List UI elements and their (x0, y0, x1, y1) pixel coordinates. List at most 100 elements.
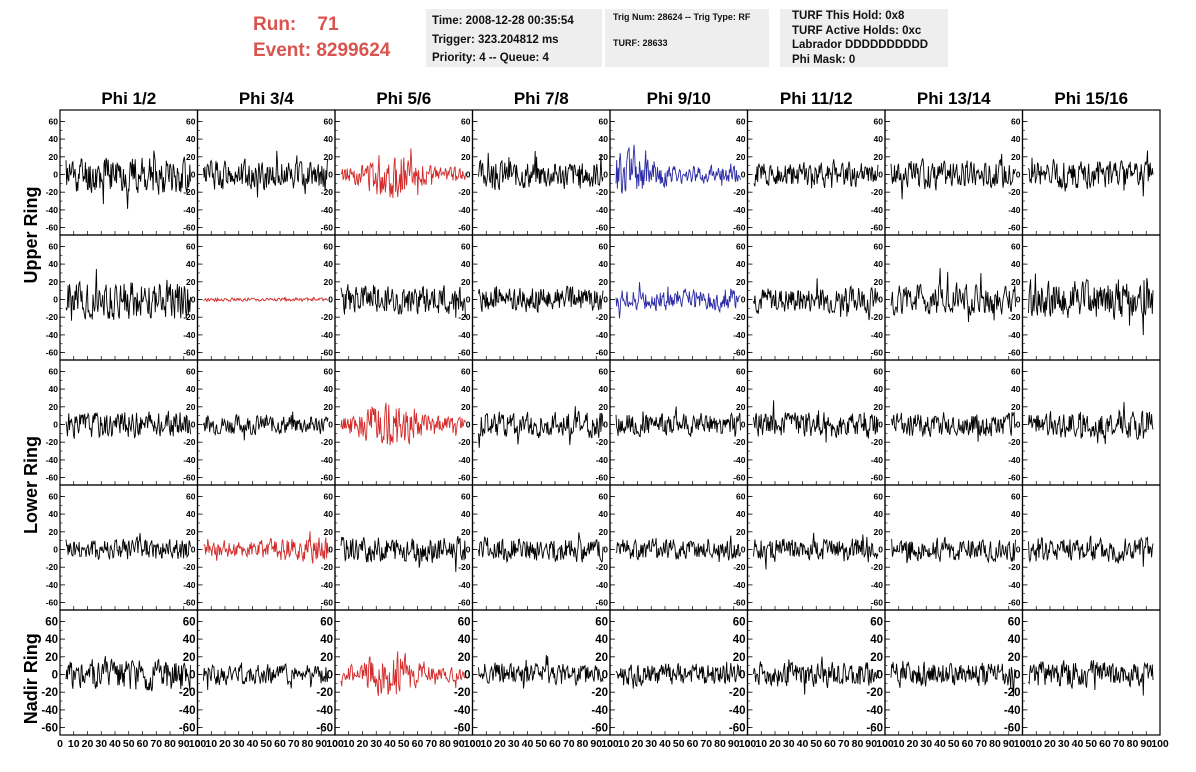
y-tick-label: 40 (324, 509, 334, 519)
y-tick-label: 20 (49, 152, 59, 162)
y-tick-label: -60 (46, 223, 59, 233)
waveform-panel-r3-c7: 60 40 20 0 -20 -40 -60 (871, 359, 1024, 486)
y-tick-label: -60 (596, 348, 609, 358)
y-tick-label: 20 (595, 652, 608, 664)
y-tick-label: 60 (599, 241, 609, 251)
y-tick-label: -40 (454, 705, 471, 717)
x-tick-label: 30 (95, 738, 107, 750)
y-tick-label: 0 (1016, 294, 1021, 304)
waveform-trace (753, 400, 879, 443)
column-header-3: Phi 5/6 (376, 89, 431, 108)
event-label: Event: (253, 40, 312, 61)
y-tick-label: 40 (186, 509, 196, 519)
y-tick-label: -60 (183, 473, 196, 483)
x-tick-label: 80 (302, 738, 314, 750)
x-tick-label: 70 (975, 738, 987, 750)
y-tick-label: 0 (328, 419, 333, 429)
y-tick-label: 20 (324, 152, 334, 162)
turf-info-box: TURF This Hold: 0x8 TURF Active Holds: 0… (780, 9, 948, 67)
y-tick-label: 40 (733, 634, 746, 646)
waveform-trace (1028, 150, 1154, 197)
panel-frame (884, 609, 1024, 736)
y-tick-label: 20 (874, 402, 884, 412)
waveform-panel-r3-c3: 60 40 20 0 -20 -40 -60 (321, 359, 474, 486)
y-tick-label: 40 (186, 259, 196, 269)
y-tick-label: 0 (191, 419, 196, 429)
x-tick-label: 100 (1014, 738, 1032, 750)
y-tick-label: 0 (1014, 670, 1020, 682)
y-tick-label: 20 (461, 527, 471, 537)
y-tick-label: 20 (1011, 152, 1021, 162)
y-tick-label: 40 (874, 384, 884, 394)
y-tick-label: -20 (596, 312, 609, 322)
y-tick-label: 20 (599, 527, 609, 537)
x-tick-label: 100 (1151, 738, 1169, 750)
waveform-panel-r1-c6: 60 40 20 0 -20 -40 -60 (733, 109, 886, 236)
y-tick-label: 0 (603, 544, 608, 554)
y-tick-label: -20 (46, 187, 59, 197)
y-tick-label: 40 (324, 384, 334, 394)
y-tick-label: -60 (733, 223, 746, 233)
waveform-panel-r2-c3: 60 40 20 0 -20 -40 -60 (321, 234, 474, 361)
y-tick-label: -40 (183, 330, 196, 340)
y-tick-label: 60 (186, 241, 196, 251)
waveform-panel-r2-c2: 60 40 20 0 -20 -40 -60 (183, 234, 336, 361)
y-tick-label: 60 (874, 116, 884, 126)
y-tick-label: -60 (1008, 598, 1021, 608)
x-tick-label: 80 (1127, 738, 1139, 750)
y-tick-label: -20 (179, 687, 196, 699)
waveform-trace (753, 532, 879, 570)
row-label-3: Nadir Ring (21, 633, 41, 724)
y-tick-label: -60 (321, 223, 334, 233)
y-tick-label: 0 (466, 419, 471, 429)
y-tick-label: -40 (46, 455, 59, 465)
waveform-trace (203, 296, 329, 303)
x-tick-label: 10 (480, 738, 492, 750)
y-tick-label: -60 (591, 723, 608, 735)
y-tick-label: 20 (183, 652, 196, 664)
x-tick-label: 30 (233, 738, 245, 750)
y-tick-label: -20 (183, 562, 196, 572)
y-tick-label: 60 (1011, 491, 1021, 501)
x-tick-label: 100 (601, 738, 619, 750)
y-tick-label: -60 (866, 723, 883, 735)
y-tick-label: 60 (1011, 241, 1021, 251)
y-tick-label: 0 (191, 169, 196, 179)
y-tick-label: -60 (733, 348, 746, 358)
y-tick-label: -20 (871, 312, 884, 322)
panel-frame (1021, 609, 1161, 736)
x-tick-label: 10 (68, 738, 80, 750)
y-tick-label: 40 (458, 634, 471, 646)
y-tick-label: 0 (466, 544, 471, 554)
x-tick-label: 50 (123, 738, 135, 750)
y-tick-label: -40 (41, 705, 58, 717)
y-tick-label: 60 (49, 116, 59, 126)
y-tick-label: 0 (741, 544, 746, 554)
y-tick-label: -20 (733, 562, 746, 572)
waveform-trace (615, 661, 741, 689)
waveform-trace (890, 411, 1016, 442)
y-tick-label: 40 (736, 384, 746, 394)
y-tick-label: -40 (179, 705, 196, 717)
y-tick-label: -20 (596, 187, 609, 197)
y-tick-label: 40 (186, 384, 196, 394)
y-tick-label: 40 (599, 509, 609, 519)
time-info-box: Time: 2008-12-28 00:35:54 Trigger: 323.2… (426, 9, 602, 67)
y-tick-label: -20 (733, 187, 746, 197)
y-tick-label: 60 (461, 116, 471, 126)
y-tick-label: -40 (183, 580, 196, 590)
y-tick-label: 40 (461, 134, 471, 144)
trigger-text: Trigger: 323.204812 ms (432, 33, 559, 46)
y-tick-label: 60 (599, 116, 609, 126)
y-tick-label: 60 (324, 491, 334, 501)
y-tick-label: -20 (458, 187, 471, 197)
y-tick-label: -60 (871, 598, 884, 608)
panel-frame (746, 484, 886, 611)
waveform-panel-r1-c3: 60 40 20 0 -20 -40 -60 (321, 109, 474, 236)
waveform-panel-r4-c4: 60 40 20 0 -20 -40 -60 (458, 484, 611, 611)
x-tick-label: 10 (755, 738, 767, 750)
waveform-trace (478, 406, 604, 448)
waveform-trace (340, 402, 466, 446)
y-tick-label: -20 (733, 437, 746, 447)
